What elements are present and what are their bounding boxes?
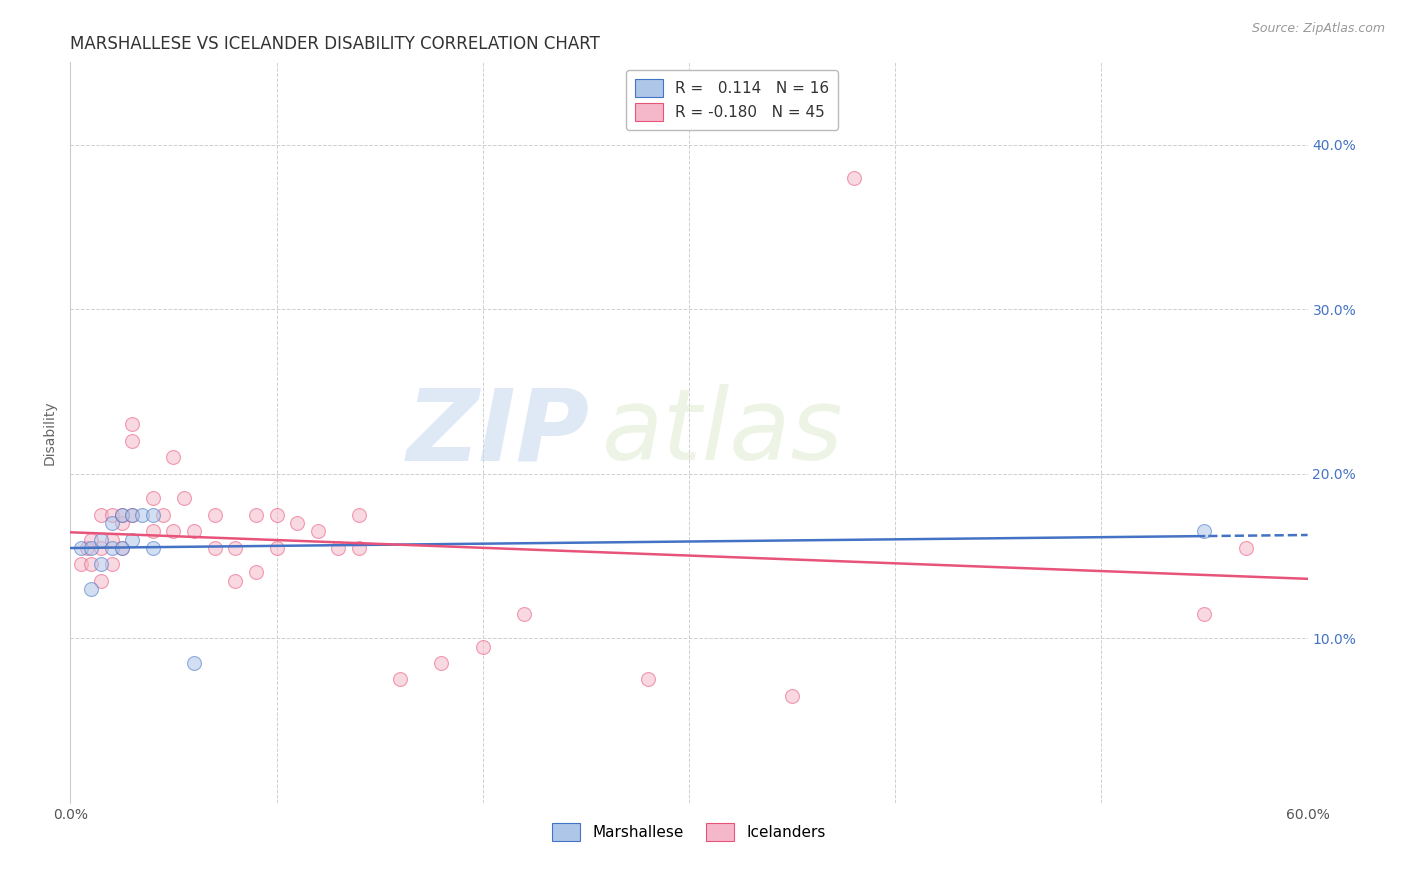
Point [183,656,205,670]
Point [69,541,91,555]
Point [80,541,103,555]
Point [80,558,103,572]
Point [637,673,659,687]
Point [842,170,865,185]
Text: atlas: atlas [602,384,844,481]
Point [90,533,112,547]
Point [90,574,112,588]
Point [121,508,143,522]
Point [152,508,174,522]
Point [266,508,288,522]
Point [328,541,350,555]
Legend: Marshallese, Icelanders: Marshallese, Icelanders [547,817,831,847]
Point [224,574,246,588]
Point [121,508,143,522]
Point [1234,541,1257,555]
Point [471,640,494,654]
Point [347,508,370,522]
Point [142,491,165,506]
Point [285,516,308,530]
Point [204,541,226,555]
Point [90,558,112,572]
Point [266,541,288,555]
Point [100,516,122,530]
Point [111,508,134,522]
Text: ZIP: ZIP [406,384,591,481]
Point [173,491,195,506]
Y-axis label: Disability: Disability [44,401,58,465]
Point [142,524,165,539]
Point [142,541,165,555]
Point [100,558,122,572]
Point [513,607,536,621]
Point [111,541,134,555]
Point [183,524,205,539]
Point [90,508,112,522]
Point [780,689,803,703]
Point [69,558,91,572]
Point [111,541,134,555]
Point [162,450,184,465]
Point [142,508,165,522]
Point [100,533,122,547]
Point [430,656,453,670]
Point [347,541,370,555]
Point [245,508,267,522]
Point [131,508,153,522]
Point [1194,524,1216,539]
Point [90,541,112,555]
Text: Source: ZipAtlas.com: Source: ZipAtlas.com [1251,22,1385,36]
Point [111,516,134,530]
Point [121,434,143,448]
Point [307,524,329,539]
Point [204,508,226,522]
Point [100,541,122,555]
Point [100,508,122,522]
Point [80,533,103,547]
Point [76,541,98,555]
Point [224,541,246,555]
Point [389,673,412,687]
Point [1194,607,1216,621]
Point [121,417,143,432]
Point [80,582,103,596]
Text: MARSHALLESE VS ICELANDER DISABILITY CORRELATION CHART: MARSHALLESE VS ICELANDER DISABILITY CORR… [70,35,600,53]
Point [121,533,143,547]
Point [245,566,267,580]
Point [162,524,184,539]
Point [111,508,134,522]
